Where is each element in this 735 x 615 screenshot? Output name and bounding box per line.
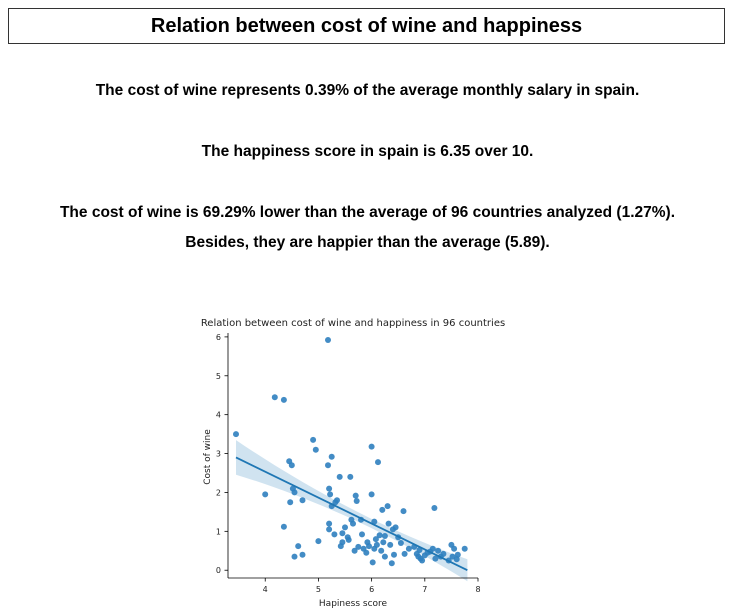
data-point <box>375 459 381 466</box>
data-point <box>387 541 394 548</box>
x-tick-label: 4 <box>263 585 268 594</box>
data-point <box>295 543 302 550</box>
comparison-summary: The cost of wine is 69.29% lower than th… <box>59 204 676 221</box>
data-point <box>291 553 298 560</box>
y-tick-label: 6 <box>216 333 221 342</box>
x-tick-label: 8 <box>475 585 480 594</box>
page-title-box: Relation between cost of wine and happin… <box>8 8 725 44</box>
data-point <box>440 550 447 557</box>
data-point <box>392 524 399 531</box>
data-point <box>331 531 338 538</box>
y-axis-label: Cost of wine <box>203 429 213 485</box>
data-point <box>287 499 294 506</box>
data-point <box>429 545 436 552</box>
data-point <box>454 551 461 558</box>
data-point <box>431 505 438 511</box>
y-tick-label: 5 <box>216 372 221 381</box>
data-point <box>355 543 362 550</box>
y-tick-label: 2 <box>216 488 221 497</box>
data-point <box>400 508 407 515</box>
data-point <box>401 550 408 557</box>
data-point <box>369 559 376 566</box>
data-point <box>435 547 442 554</box>
data-point <box>262 491 269 498</box>
y-tick-label: 4 <box>216 411 221 420</box>
data-point <box>432 555 439 562</box>
data-point <box>299 497 306 504</box>
y-tick-label: 1 <box>216 527 221 536</box>
data-point <box>334 497 340 504</box>
data-point <box>373 541 380 548</box>
data-point <box>417 555 424 562</box>
data-point <box>381 553 388 560</box>
data-point <box>371 518 378 525</box>
data-point <box>378 547 385 554</box>
data-point <box>299 551 306 558</box>
data-point <box>271 394 278 401</box>
y-tick-label: 0 <box>216 566 221 575</box>
data-point <box>451 545 458 552</box>
data-point <box>326 485 333 492</box>
confidence-band <box>236 440 468 582</box>
data-point <box>397 540 404 546</box>
data-point <box>352 492 359 499</box>
data-point <box>280 523 287 530</box>
data-point <box>385 520 392 527</box>
data-point <box>325 337 331 343</box>
data-point <box>347 473 354 480</box>
data-point <box>381 533 388 539</box>
data-point <box>328 453 335 460</box>
data-point <box>368 443 375 450</box>
data-point <box>388 560 395 567</box>
data-point <box>384 503 391 510</box>
data-point <box>345 536 352 543</box>
data-point <box>351 547 358 554</box>
data-point <box>291 489 298 496</box>
data-point <box>315 538 322 545</box>
happiness-comparison: Besides, they are happier than the avera… <box>185 234 550 251</box>
data-point <box>368 491 375 498</box>
data-point <box>391 551 397 558</box>
regression-line <box>235 456 468 572</box>
data-point <box>353 498 360 504</box>
x-axis-label: Hapiness score <box>319 599 388 609</box>
y-tick-label: 3 <box>216 450 221 459</box>
data-point <box>336 473 343 480</box>
data-point <box>350 520 356 527</box>
data-point <box>280 396 287 403</box>
data-point <box>342 524 348 531</box>
data-point <box>339 530 346 537</box>
page-title: Relation between cost of wine and happin… <box>150 14 583 37</box>
data-point <box>233 431 239 438</box>
data-point <box>312 446 319 453</box>
data-point <box>453 556 460 563</box>
data-point <box>379 506 386 513</box>
data-point <box>288 462 295 469</box>
data-point <box>372 536 379 543</box>
x-tick-label: 5 <box>316 585 321 594</box>
data-point <box>363 549 370 556</box>
data-point <box>359 531 365 538</box>
salary-summary: The cost of wine represents 0.39% of the… <box>95 82 640 99</box>
data-point <box>325 462 331 469</box>
data-point <box>339 539 346 546</box>
data-point <box>405 545 412 552</box>
data-point <box>326 520 333 527</box>
data-point <box>461 545 468 552</box>
data-point <box>376 532 383 539</box>
data-point <box>326 526 333 533</box>
data-point <box>366 543 372 550</box>
happiness-summary: The happiness score in spain is 6.35 ove… <box>201 143 534 160</box>
x-tick-label: 7 <box>422 585 427 594</box>
x-tick-label: 6 <box>369 585 374 594</box>
data-point <box>380 539 387 546</box>
chart-title: Relation between cost of wine and happin… <box>201 318 505 329</box>
data-point <box>310 436 317 443</box>
data-point <box>327 491 334 498</box>
